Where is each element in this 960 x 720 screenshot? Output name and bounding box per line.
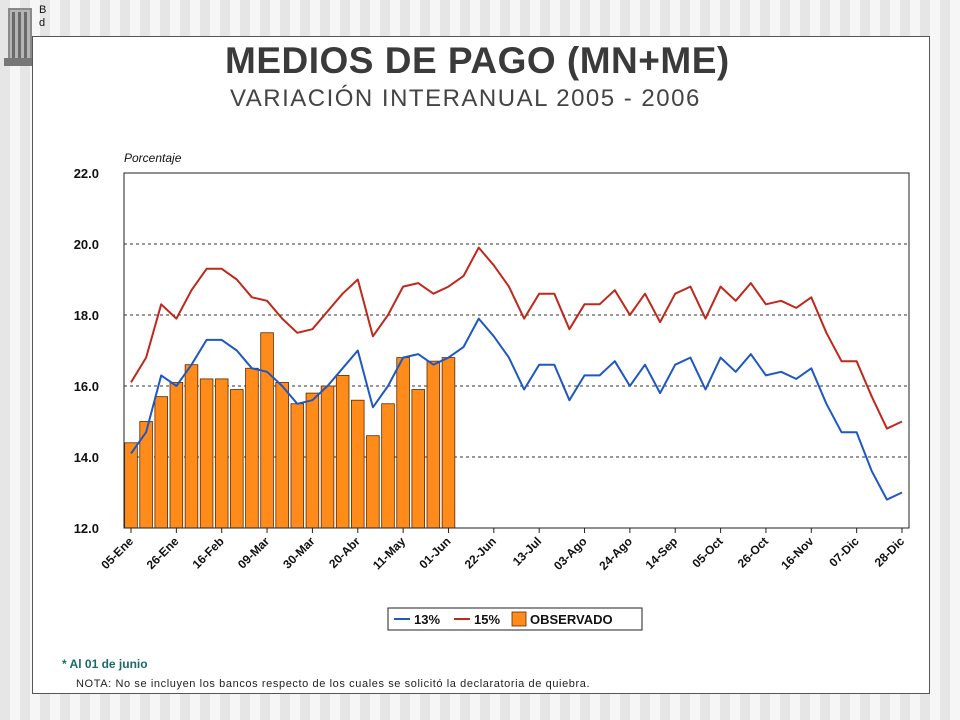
x-tick-label: 03-Ago	[551, 534, 590, 573]
x-tick-label: 22-Jun	[462, 534, 499, 571]
bar-observado	[426, 360, 441, 529]
plot-frame	[123, 172, 910, 529]
x-tick-label: 13-Jul	[510, 534, 544, 568]
x-tick-label: 28-Dic	[872, 534, 908, 570]
x-tick-label: 16-Feb	[190, 534, 227, 571]
note: NOTA: No se incluyen los bancos respecto…	[76, 678, 591, 690]
bar-observado	[214, 378, 229, 529]
legend-swatch-observado	[511, 611, 527, 627]
logo-text: B d	[39, 4, 46, 30]
x-tick-label: 01-Jun	[416, 534, 453, 571]
chart-subtitle: VARIACIÓN INTERANUAL 2005 - 2006	[230, 85, 701, 112]
bar-observado	[230, 389, 244, 529]
bar-observado	[275, 382, 289, 529]
bar-observado	[260, 332, 274, 529]
x-tick-label: 26-Ene	[144, 534, 182, 572]
x-tick-label: 30-Mar	[280, 534, 317, 571]
bar-observado	[305, 392, 320, 529]
bar-observado	[154, 396, 168, 529]
bar-observado	[290, 403, 305, 529]
y-tick-label: 14.0	[74, 450, 99, 465]
x-tick-label: 07-Dic	[826, 534, 862, 570]
x-tick-label: 14-Sep	[643, 534, 681, 572]
bar-observado	[124, 442, 138, 529]
bar-observado	[245, 367, 259, 529]
bar-observado	[335, 374, 350, 529]
x-tick-label: 09-Mar	[235, 534, 272, 571]
bar-observado	[396, 357, 410, 529]
logo-text-line2: d	[39, 17, 46, 29]
y-tick-label: 16.0	[74, 379, 99, 394]
bar-observado	[366, 435, 380, 529]
legend-label-observado: OBSERVADO	[530, 612, 613, 627]
line-13-percent	[130, 317, 903, 501]
bar-observado	[381, 403, 395, 529]
legend-label-13: 13%	[414, 612, 440, 627]
y-tick-label: 22.0	[74, 166, 99, 181]
x-tick-label: 20-Abr	[326, 534, 363, 571]
footnote: * Al 01 de junio	[62, 657, 148, 671]
x-tick-label: 05-Ene	[98, 534, 136, 572]
logo-text-line1: B	[39, 4, 47, 16]
bar-observado	[320, 385, 335, 529]
x-tick-label: 11-May	[370, 534, 408, 572]
bar-observado	[199, 378, 214, 529]
bank-building-logo	[4, 8, 36, 66]
bar-observado	[441, 357, 456, 529]
y-axis-label: Porcentaje	[124, 151, 182, 165]
chart-title: MEDIOS DE PAGO (MN+ME)	[225, 40, 730, 81]
x-tick-label: 26-Oct	[735, 534, 771, 570]
x-tick-label: 16-Nov	[778, 534, 816, 572]
y-tick-label: 20.0	[74, 237, 99, 252]
bar-observado	[351, 399, 365, 529]
y-tick-label: 12.0	[74, 521, 99, 536]
legend-label-15: 15%	[474, 612, 500, 627]
y-tick-label: 18.0	[74, 308, 99, 323]
x-tick-label: 24-Ago	[596, 534, 635, 573]
bar-observado	[411, 389, 425, 529]
line-15-percent	[130, 246, 903, 430]
bar-observado	[169, 382, 184, 529]
bar-observado	[184, 364, 199, 529]
x-tick-label: 05-Oct	[689, 534, 725, 570]
